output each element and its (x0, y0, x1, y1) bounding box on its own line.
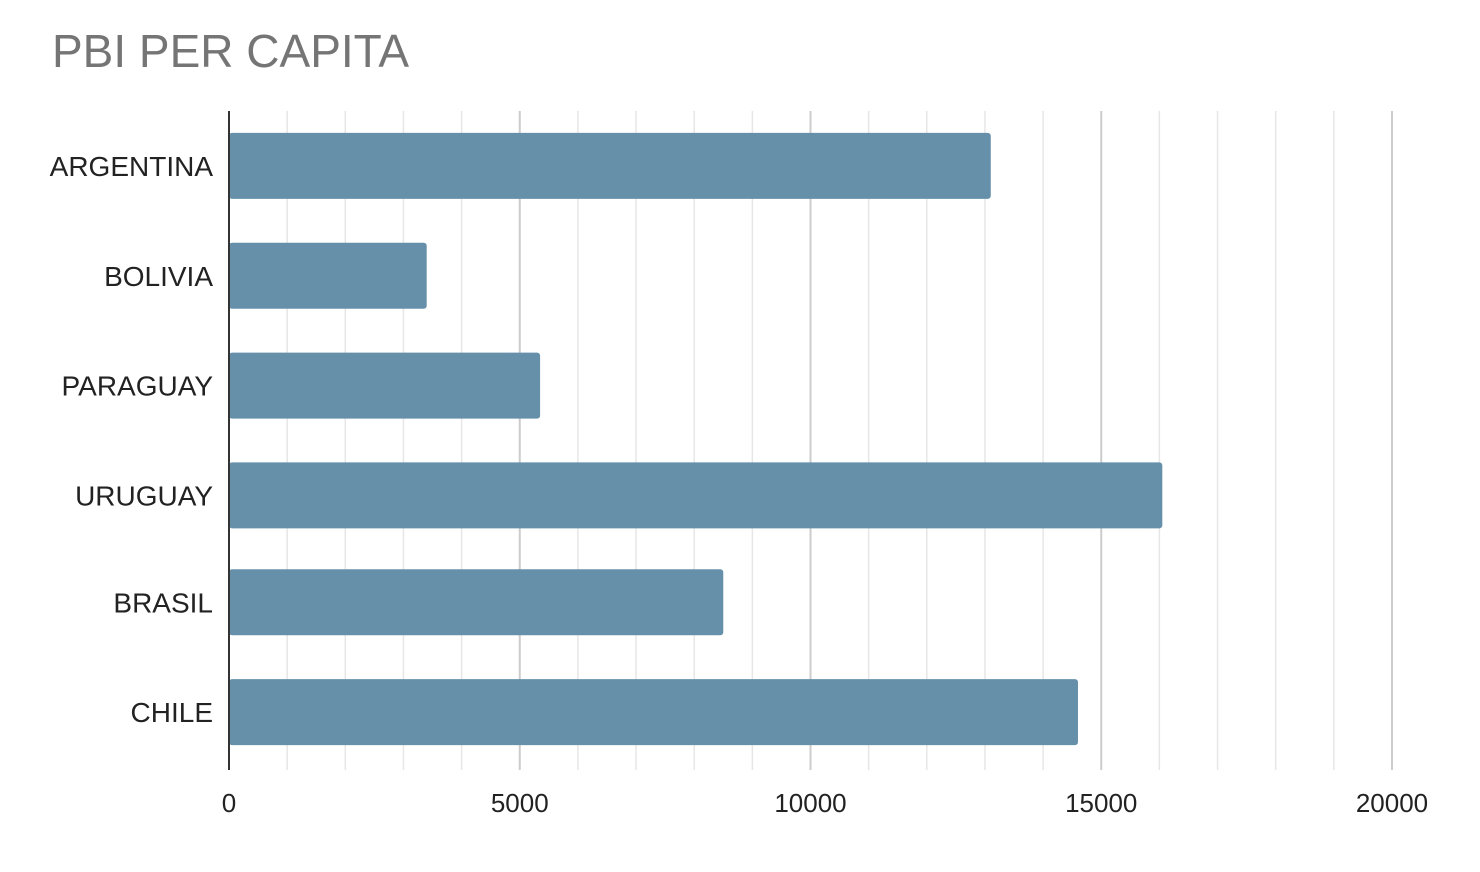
bar-argentina (229, 132, 991, 199)
x-tick-label: 15000 (1065, 788, 1137, 818)
bar-brasil (229, 569, 724, 636)
category-label: BOLIVIA (104, 261, 213, 292)
category-label: PARAGUAY (62, 371, 214, 402)
bar-bolivia (229, 242, 427, 309)
category-label: BRASIL (113, 587, 213, 618)
x-tick-label: 20000 (1356, 788, 1428, 818)
bar-chile (229, 679, 1078, 746)
x-tick-label: 10000 (774, 788, 846, 818)
labels: ARGENTINA BOLIVIA PARAGUAY URUGUAY BRASIL CHI… (50, 151, 1429, 818)
category-label: ARGENTINA (50, 151, 214, 182)
bar-uruguay (229, 462, 1163, 529)
category-label: CHILE (131, 697, 213, 728)
category-label: URUGUAY (75, 480, 213, 511)
x-tick-label: 0 (222, 788, 236, 818)
bar-paraguay (229, 352, 541, 419)
x-tick-label: 5000 (491, 788, 549, 818)
bars (229, 132, 1163, 746)
chart-title: PBI PER CAPITA (52, 25, 410, 77)
gridlines (286, 111, 1393, 770)
